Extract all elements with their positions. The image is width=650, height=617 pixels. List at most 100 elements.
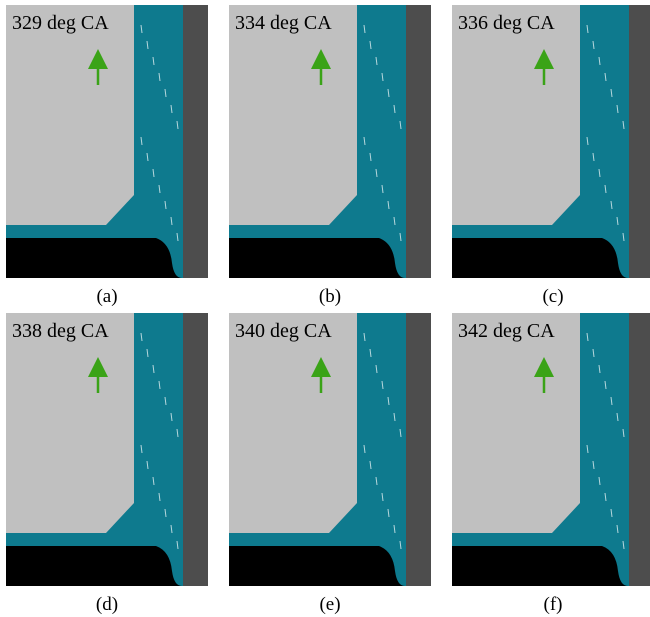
panel: 334 deg CA (b) <box>229 5 431 307</box>
flow-channel <box>6 5 183 278</box>
velocity-streak <box>399 428 402 438</box>
velocity-streak <box>616 412 619 422</box>
velocity-streak <box>369 460 372 470</box>
solid-block <box>452 238 628 278</box>
velocity-streak <box>381 184 384 194</box>
velocity-streak <box>140 136 143 146</box>
velocity-streak <box>610 396 613 406</box>
panel-caption: (b) <box>319 286 341 307</box>
velocity-streak <box>158 184 161 194</box>
velocity-streak <box>176 540 179 550</box>
velocity-streak <box>622 540 625 550</box>
velocity-streak <box>170 412 173 422</box>
solid-block <box>6 238 182 278</box>
velocity-streak <box>598 168 601 178</box>
velocity-streak <box>140 332 143 342</box>
velocity-streak <box>604 492 607 502</box>
wall <box>629 5 650 278</box>
velocity-streak <box>363 332 366 342</box>
panel-caption: (f) <box>544 594 563 615</box>
wall <box>629 313 650 586</box>
velocity-streak <box>586 136 589 146</box>
panel-label: 329 deg CA <box>12 12 109 34</box>
velocity-streak <box>146 460 149 470</box>
velocity-streak <box>399 540 402 550</box>
velocity-streak <box>363 24 366 34</box>
velocity-streak <box>146 348 149 358</box>
solid-block <box>229 546 405 586</box>
velocity-streak <box>381 492 384 502</box>
panel-caption: (a) <box>96 286 117 307</box>
velocity-streak <box>381 380 384 390</box>
panel-label: 334 deg CA <box>235 12 332 34</box>
velocity-streak <box>158 72 161 82</box>
velocity-streak <box>176 232 179 242</box>
velocity-streak <box>393 104 396 114</box>
velocity-streak <box>586 332 589 342</box>
velocity-streak <box>164 508 167 518</box>
velocity-streak <box>598 56 601 66</box>
velocity-streak <box>592 40 595 50</box>
velocity-streak <box>152 364 155 374</box>
velocity-streak <box>604 380 607 390</box>
velocity-streak <box>164 396 167 406</box>
panel-label: 336 deg CA <box>458 12 555 34</box>
flow-channel <box>6 313 183 586</box>
velocity-streak <box>399 120 402 130</box>
velocity-streak <box>176 428 179 438</box>
panel-caption: (d) <box>96 594 118 615</box>
velocity-streak <box>616 104 619 114</box>
velocity-streak <box>586 444 589 454</box>
velocity-streak <box>164 88 167 98</box>
velocity-streak <box>152 476 155 486</box>
velocity-streak <box>375 168 378 178</box>
panel-label: 342 deg CA <box>458 320 555 342</box>
velocity-streak <box>610 88 613 98</box>
velocity-streak <box>140 24 143 34</box>
velocity-streak <box>610 200 613 210</box>
velocity-streak <box>622 120 625 130</box>
flow-channel <box>452 313 629 586</box>
panel: 329 deg CA (a) <box>6 5 208 307</box>
velocity-streak <box>604 184 607 194</box>
velocity-streak <box>592 460 595 470</box>
wall <box>183 313 208 586</box>
velocity-streak <box>369 348 372 358</box>
velocity-streak <box>176 120 179 130</box>
velocity-streak <box>369 152 372 162</box>
velocity-streak <box>146 152 149 162</box>
wall <box>183 5 208 278</box>
velocity-streak <box>399 232 402 242</box>
velocity-streak <box>375 364 378 374</box>
panel-caption: (c) <box>542 286 563 307</box>
wall <box>406 5 431 278</box>
flow-channel <box>452 5 629 278</box>
velocity-streak <box>393 524 396 534</box>
panel-label: 338 deg CA <box>12 320 109 342</box>
velocity-streak <box>387 508 390 518</box>
solid-block <box>229 238 405 278</box>
velocity-streak <box>170 524 173 534</box>
velocity-streak <box>152 168 155 178</box>
velocity-streak <box>592 152 595 162</box>
velocity-streak <box>393 412 396 422</box>
velocity-streak <box>387 396 390 406</box>
panel: 338 deg CA (d) <box>6 313 208 615</box>
velocity-streak <box>586 24 589 34</box>
velocity-streak <box>381 72 384 82</box>
velocity-streak <box>164 200 167 210</box>
velocity-streak <box>610 508 613 518</box>
panel: 336 deg CA (c) <box>452 5 650 307</box>
velocity-streak <box>622 428 625 438</box>
velocity-streak <box>369 40 372 50</box>
velocity-streak <box>140 444 143 454</box>
flow-channel <box>229 5 406 278</box>
velocity-streak <box>598 364 601 374</box>
velocity-streak <box>152 56 155 66</box>
panel: 342 deg CA (f) <box>452 313 650 615</box>
panel-label: 340 deg CA <box>235 320 332 342</box>
velocity-streak <box>598 476 601 486</box>
velocity-streak <box>158 380 161 390</box>
velocity-streak <box>604 72 607 82</box>
